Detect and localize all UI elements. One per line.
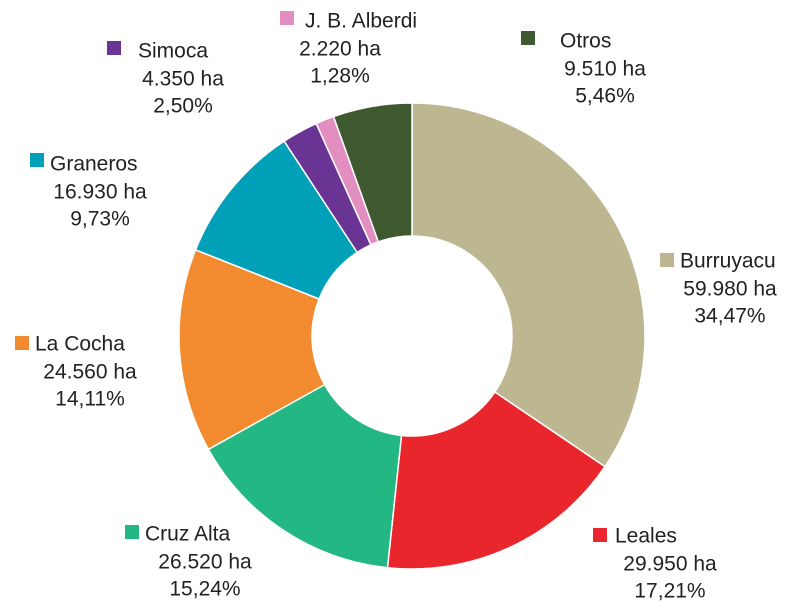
value-label: 59.980 ha [683, 278, 777, 301]
slice-name: La Cocha [35, 333, 125, 356]
value-label: 2.220 ha [299, 38, 381, 61]
legend-swatch [660, 253, 674, 267]
slice-name: Simoca [138, 40, 208, 63]
legend-swatch [593, 528, 607, 542]
value-label: 4.350 ha [142, 68, 224, 91]
percent-label: 9,73% [70, 208, 130, 231]
slice-name: Otros [560, 30, 611, 53]
legend-swatch [107, 41, 121, 55]
percent-label: 14,11% [55, 388, 125, 411]
slice-name: Cruz Alta [145, 523, 231, 546]
legend-swatch [30, 153, 44, 167]
slice [207, 383, 403, 569]
slice-name: J. B. Alberdi [305, 10, 417, 33]
percent-label: 17,21% [634, 580, 705, 603]
slice [332, 102, 413, 243]
value-label: 29.950 ha [623, 553, 717, 576]
value-label: 16.930 ha [53, 181, 147, 204]
slice-name: Leales [615, 525, 677, 548]
percent-label: 2,50% [153, 95, 213, 118]
slice-name: Burruyacu [680, 250, 776, 273]
legend-swatch [15, 336, 29, 350]
slice-name: Graneros [50, 153, 138, 176]
percent-label: 15,24% [169, 578, 240, 601]
legend-swatch [521, 31, 535, 45]
percent-label: 34,47% [694, 305, 765, 328]
legend-swatch [125, 525, 139, 539]
percent-label: 1,28% [310, 65, 370, 88]
value-label: 24.560 ha [43, 361, 137, 384]
legend-swatch [280, 11, 294, 25]
percent-label: 5,46% [575, 85, 635, 108]
value-label: 9.510 ha [564, 58, 646, 81]
slice [386, 390, 607, 570]
slice [411, 102, 646, 468]
value-label: 26.520 ha [158, 551, 252, 574]
slice [178, 248, 326, 451]
